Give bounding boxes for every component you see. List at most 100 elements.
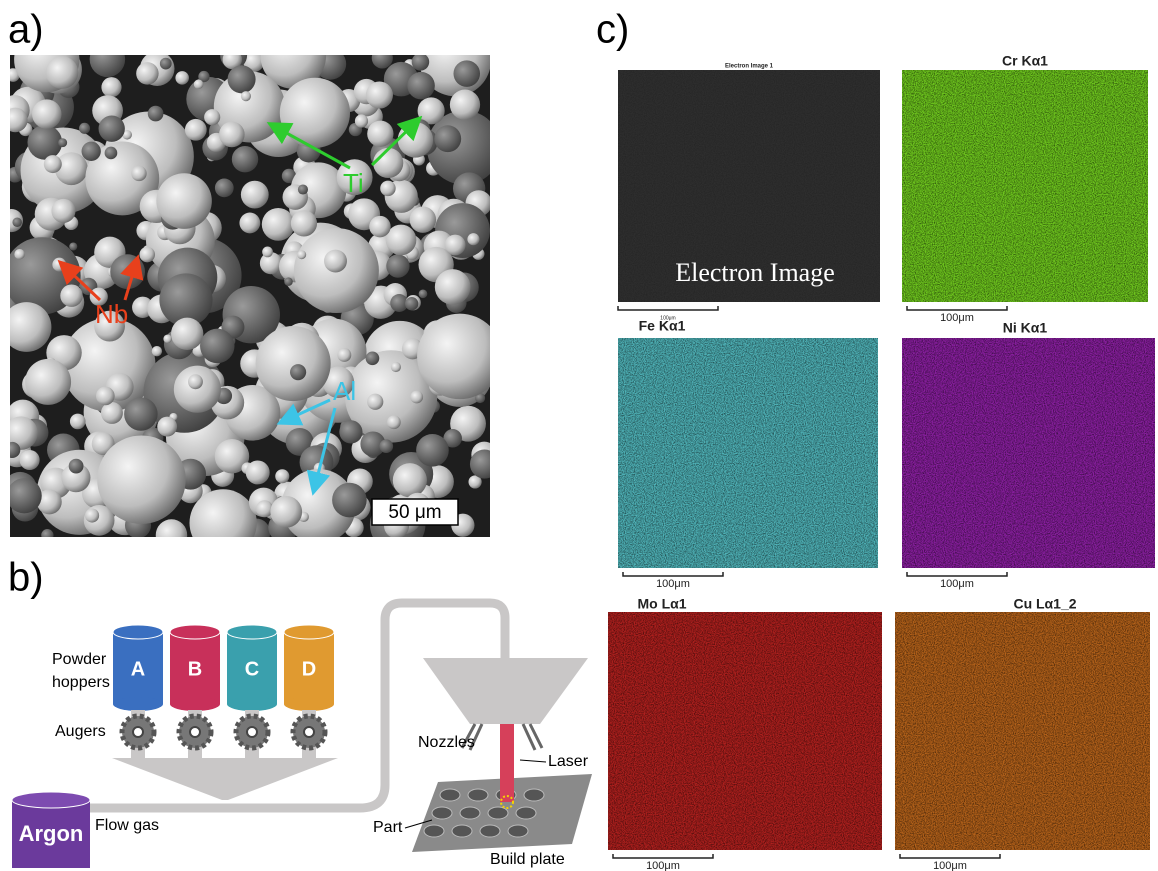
particle — [174, 366, 221, 413]
particle — [2, 302, 52, 352]
argon-tank-top — [12, 792, 90, 808]
auger-hub — [304, 727, 314, 737]
particle — [148, 106, 164, 122]
particle — [46, 56, 79, 89]
annotation: Nb — [95, 299, 128, 329]
scale-bar — [907, 306, 1007, 310]
particle — [188, 374, 203, 389]
panel-label: a) — [8, 8, 44, 52]
hopper-bottom — [113, 697, 163, 711]
particle — [215, 178, 234, 197]
particle — [467, 233, 479, 245]
hopper-bottom — [170, 697, 220, 711]
particle — [275, 469, 289, 483]
particle — [367, 394, 383, 410]
particle — [373, 148, 403, 178]
scale-bar-label: 100μm — [933, 860, 967, 871]
particle — [372, 47, 393, 68]
hopper-label: D — [302, 658, 316, 680]
part — [516, 807, 536, 819]
leader — [520, 760, 546, 762]
particle — [101, 77, 121, 97]
particle — [20, 450, 40, 470]
particle — [407, 72, 434, 99]
scale-bar-label: 100μm — [940, 578, 974, 590]
particle — [337, 348, 351, 362]
particle — [175, 71, 189, 85]
particle — [416, 434, 449, 467]
hopper-label: C — [245, 658, 259, 680]
particle — [256, 500, 273, 517]
particle — [96, 387, 115, 406]
particle — [366, 81, 393, 108]
part — [524, 789, 544, 801]
particle — [450, 90, 480, 120]
particle — [355, 114, 368, 127]
scale-bar-label: 100μm — [940, 312, 974, 324]
particle — [366, 351, 380, 365]
particle — [241, 91, 251, 101]
particle — [101, 402, 123, 424]
particle — [256, 326, 331, 401]
particle — [297, 250, 306, 259]
scale-bar — [907, 572, 1007, 576]
particle — [232, 146, 258, 172]
map-title: Mo Lα1 — [637, 596, 686, 612]
particle — [12, 217, 21, 226]
scale-bar-label: 100μm — [656, 578, 690, 590]
particle — [410, 391, 423, 404]
scale-bar-label: 50 μm — [388, 502, 441, 523]
particle — [70, 414, 86, 430]
particle — [156, 519, 187, 550]
particle — [262, 208, 295, 241]
map-noise — [902, 338, 1155, 568]
hopper-top — [113, 625, 163, 639]
hopper-top — [170, 625, 220, 639]
particle — [419, 289, 428, 298]
map-title: Ni Kα1 — [1003, 320, 1048, 336]
scale-bar — [613, 854, 713, 858]
particle — [453, 60, 480, 87]
particle — [97, 435, 185, 523]
particle — [410, 206, 436, 232]
particle — [25, 359, 71, 405]
part — [452, 825, 472, 837]
hoppers-label: hoppers — [52, 674, 110, 691]
auger-hub — [133, 727, 143, 737]
hopper-label: A — [131, 658, 145, 680]
hopper-top — [227, 625, 277, 639]
auger-hub — [247, 727, 257, 737]
build-plate-label: Build plate — [490, 851, 565, 868]
panel-label: c) — [596, 8, 629, 52]
particle — [3, 108, 28, 133]
particle — [82, 142, 101, 161]
hopper-bottom — [284, 697, 334, 711]
particle — [417, 314, 502, 399]
map-noise — [618, 338, 878, 568]
particle — [85, 508, 99, 522]
particle — [367, 121, 393, 147]
nozzles-label: Nozzles — [418, 734, 475, 751]
particle — [44, 155, 62, 173]
particle — [280, 78, 350, 148]
annotation: Ti — [343, 168, 364, 198]
auger-hub — [190, 727, 200, 737]
particle — [90, 42, 125, 77]
particle — [379, 439, 393, 453]
particle — [241, 181, 269, 209]
part — [468, 789, 488, 801]
map-title: Cr Kα1 — [1002, 53, 1048, 69]
hopper-bottom — [227, 697, 277, 711]
particle — [60, 284, 82, 306]
particle — [7, 478, 42, 513]
map-title: Fe Kα1 — [639, 318, 686, 334]
particle — [14, 249, 25, 260]
part — [432, 807, 452, 819]
laser-label: Laser — [548, 753, 589, 770]
particle — [124, 397, 158, 431]
particle — [190, 489, 257, 556]
particle — [298, 184, 308, 194]
particle — [386, 254, 409, 277]
particle — [185, 119, 207, 141]
particle — [369, 216, 390, 237]
